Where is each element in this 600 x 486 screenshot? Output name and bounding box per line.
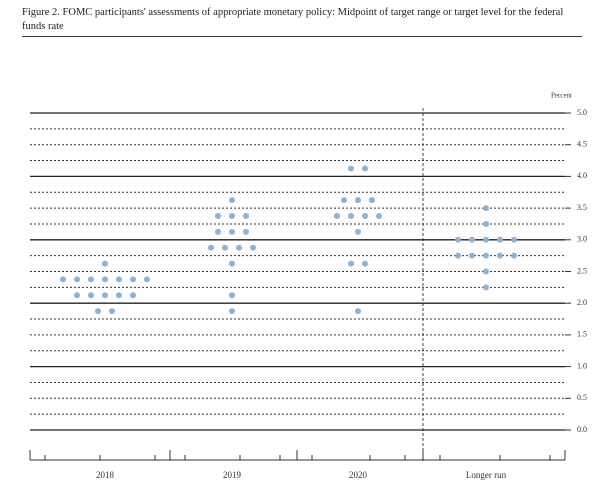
dot xyxy=(208,244,214,251)
dot xyxy=(229,260,235,267)
dot xyxy=(483,220,489,227)
dot xyxy=(362,165,368,172)
dot xyxy=(355,228,361,235)
dot xyxy=(215,228,221,235)
dot xyxy=(243,228,249,235)
dot xyxy=(229,308,235,315)
dot xyxy=(88,276,94,283)
dot xyxy=(469,252,475,259)
dot xyxy=(95,308,101,315)
dot xyxy=(348,213,354,220)
y-tick-label: 0.0 xyxy=(577,425,587,434)
dot xyxy=(334,213,340,220)
dot xyxy=(341,197,347,204)
dot xyxy=(355,308,361,315)
dot xyxy=(483,284,489,291)
dot xyxy=(511,252,517,259)
dot xyxy=(130,292,136,299)
y-tick-label: 1.0 xyxy=(577,361,587,370)
dot xyxy=(229,197,235,204)
y-tick-label: 4.5 xyxy=(577,140,587,149)
dot xyxy=(74,276,80,283)
y-tick-label: 3.0 xyxy=(577,235,587,244)
chart-title: Figure 2. FOMC participants' assessments… xyxy=(22,6,582,37)
x-tick-label: 2018 xyxy=(96,470,115,480)
y-unit: Percent xyxy=(551,92,572,100)
dot xyxy=(483,205,489,212)
x-tick-label: 2020 xyxy=(349,470,368,480)
dot xyxy=(511,236,517,243)
y-tick-label: 3.5 xyxy=(577,203,587,212)
dot xyxy=(102,260,108,267)
dot xyxy=(60,276,66,283)
dot xyxy=(116,292,122,299)
dot xyxy=(483,252,489,259)
dot xyxy=(130,276,136,283)
x-tick-label: 2019 xyxy=(223,470,242,480)
dot xyxy=(102,292,108,299)
dot xyxy=(362,213,368,220)
dot xyxy=(497,236,503,243)
dot xyxy=(144,276,150,283)
dot xyxy=(116,276,122,283)
dot xyxy=(497,252,503,259)
x-tick-label: Longer run xyxy=(466,470,507,480)
dot xyxy=(229,213,235,220)
dot xyxy=(109,308,115,315)
y-tick-label: 2.5 xyxy=(577,266,587,275)
y-tick-label: 1.5 xyxy=(577,330,587,339)
dot xyxy=(376,213,382,220)
dot xyxy=(102,276,108,283)
dot xyxy=(355,197,361,204)
dot xyxy=(455,236,461,243)
y-tick-label: 4.0 xyxy=(577,171,587,180)
y-tick-label: 2.0 xyxy=(577,298,587,307)
dot xyxy=(483,268,489,275)
dot xyxy=(469,236,475,243)
dot xyxy=(369,197,375,204)
dot xyxy=(229,228,235,235)
dot xyxy=(243,213,249,220)
dot xyxy=(236,244,242,251)
y-tick-label: 5.0 xyxy=(577,108,587,117)
dot xyxy=(362,260,368,267)
dot xyxy=(215,213,221,220)
y-tick-label: 0.5 xyxy=(577,393,587,402)
dot xyxy=(88,292,94,299)
dot xyxy=(222,244,228,251)
dot xyxy=(348,165,354,172)
dot xyxy=(250,244,256,251)
dot xyxy=(455,252,461,259)
dot xyxy=(229,292,235,299)
dot xyxy=(483,236,489,243)
dot xyxy=(74,292,80,299)
dot xyxy=(348,260,354,267)
